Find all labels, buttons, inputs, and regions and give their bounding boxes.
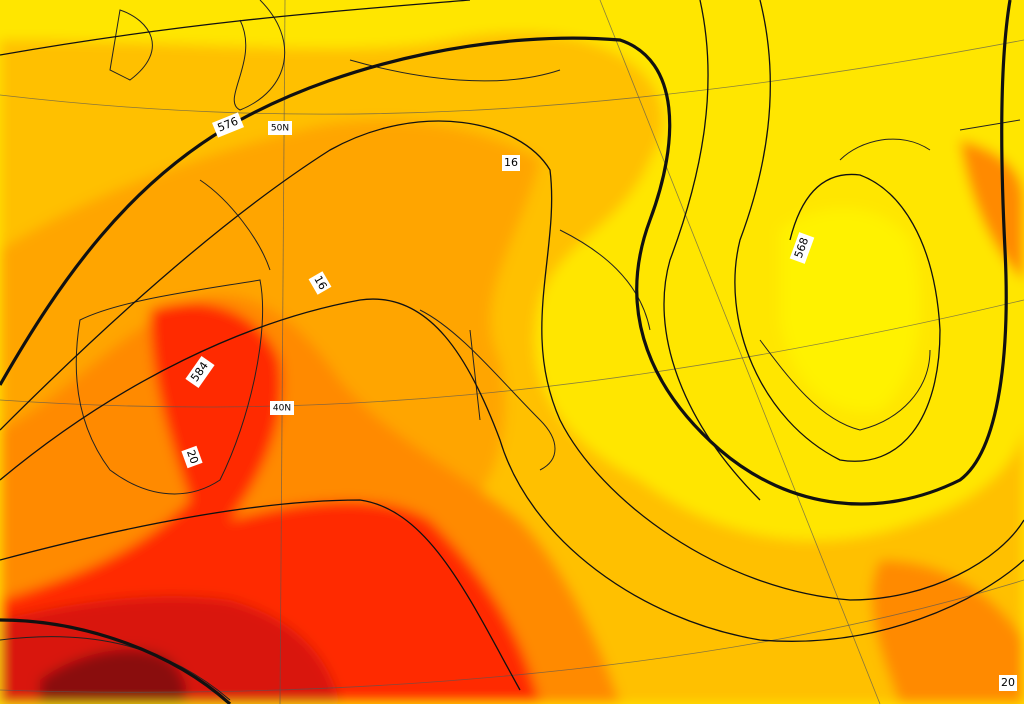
contour-label: 576 xyxy=(212,112,244,138)
isotherm-label-text: 16 xyxy=(504,156,518,169)
isotherm-label: 20 xyxy=(181,445,203,469)
isotherm-label: 16 xyxy=(308,271,332,295)
isotherm-label-text: 20 xyxy=(184,448,201,466)
isotherm-label: 16 xyxy=(502,155,520,171)
latitude-label-text: 40N xyxy=(273,404,291,414)
isotherm-label-text: 16 xyxy=(311,273,329,292)
contour-label: 568 xyxy=(789,232,815,264)
latitude-label: 50N xyxy=(268,121,292,135)
isotherm-label: 20 xyxy=(999,675,1017,691)
latitude-label: 40N xyxy=(270,401,294,415)
isotherm-label-text: 20 xyxy=(1001,676,1015,689)
latitude-label-text: 50N xyxy=(271,124,289,134)
